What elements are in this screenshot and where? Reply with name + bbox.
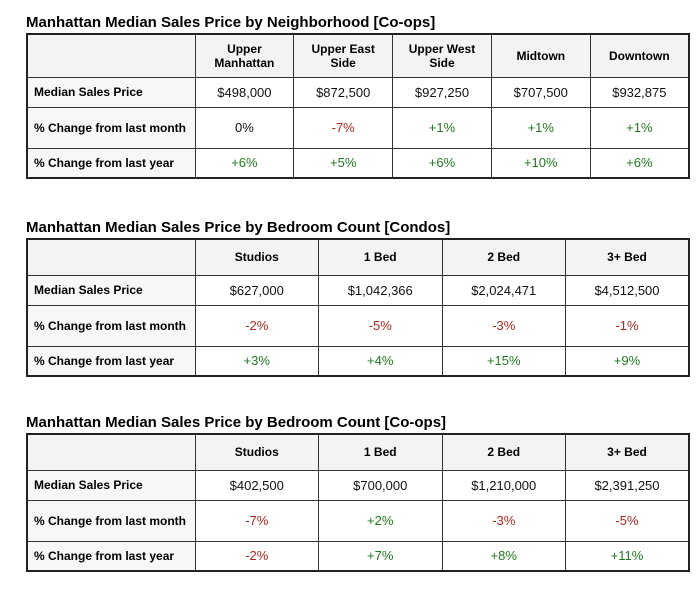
row-label: % Change from last year <box>26 345 196 377</box>
table-row: % Change from last month -7% +2% -3% -5% <box>26 499 690 542</box>
header-row: Studios 1 Bed 2 Bed 3+ Bed <box>26 433 690 471</box>
table-row: % Change from last month -2% -5% -3% -1% <box>26 304 690 347</box>
value-cell: -2% <box>194 540 319 572</box>
table-row: Median Sales Price $498,000 $872,500 $92… <box>26 76 690 108</box>
table-row: % Change from last year +3% +4% +15% +9% <box>26 345 690 377</box>
neighborhood-coops-table: Upper Manhattan Upper East Side Upper We… <box>26 33 690 179</box>
column-header: Upper East Side <box>293 33 394 78</box>
table-row: % Change from last year +6% +5% +6% +10%… <box>26 147 690 179</box>
value-cell: +5% <box>293 147 394 179</box>
table-row: Median Sales Price $627,000 $1,042,366 $… <box>26 274 690 306</box>
corner-cell <box>26 433 196 471</box>
corner-cell <box>26 238 196 276</box>
value-cell: +6% <box>589 147 690 179</box>
value-cell: -2% <box>194 304 319 347</box>
column-header: 2 Bed <box>441 433 566 471</box>
table-row: % Change from last month 0% -7% +1% +1% … <box>26 106 690 149</box>
value-cell: $402,500 <box>194 469 319 501</box>
column-header: 1 Bed <box>318 238 443 276</box>
value-cell: -3% <box>441 499 566 542</box>
column-header: 1 Bed <box>318 433 443 471</box>
value-cell: +9% <box>565 345 690 377</box>
value-cell: +1% <box>490 106 591 149</box>
value-cell: -7% <box>293 106 394 149</box>
value-cell: +8% <box>441 540 566 572</box>
column-header: Upper Manhattan <box>194 33 295 78</box>
value-cell: -7% <box>194 499 319 542</box>
value-cell: $707,500 <box>490 76 591 108</box>
value-cell: $2,391,250 <box>565 469 690 501</box>
value-cell: +7% <box>318 540 443 572</box>
value-cell: +1% <box>589 106 690 149</box>
value-cell: $932,875 <box>589 76 690 108</box>
table-title: Manhattan Median Sales Price by Neighbor… <box>26 14 436 31</box>
column-header: 3+ Bed <box>565 238 690 276</box>
row-label: % Change from last year <box>26 147 196 179</box>
value-cell: 0% <box>194 106 295 149</box>
column-header: Midtown <box>490 33 591 78</box>
value-cell: +2% <box>318 499 443 542</box>
value-cell: $498,000 <box>194 76 295 108</box>
row-label: Median Sales Price <box>26 469 196 501</box>
value-cell: +15% <box>441 345 566 377</box>
row-label: % Change from last year <box>26 540 196 572</box>
column-header: 2 Bed <box>441 238 566 276</box>
row-label: % Change from last month <box>26 106 196 149</box>
value-cell: $872,500 <box>293 76 394 108</box>
table-row: Median Sales Price $402,500 $700,000 $1,… <box>26 469 690 501</box>
value-cell: +3% <box>194 345 319 377</box>
bedroom-coops-table: Studios 1 Bed 2 Bed 3+ Bed Median Sales … <box>26 433 690 572</box>
value-cell: $927,250 <box>392 76 492 108</box>
column-header: Upper West Side <box>392 33 492 78</box>
value-cell: -1% <box>565 304 690 347</box>
column-header: Studios <box>194 433 319 471</box>
header-row: Upper Manhattan Upper East Side Upper We… <box>26 33 690 78</box>
value-cell: -5% <box>565 499 690 542</box>
value-cell: $1,210,000 <box>441 469 566 501</box>
value-cell: +10% <box>490 147 591 179</box>
row-label: % Change from last month <box>26 499 196 542</box>
table-title: Manhattan Median Sales Price by Bedroom … <box>26 219 451 236</box>
corner-cell <box>26 33 196 78</box>
value-cell: $1,042,366 <box>318 274 443 306</box>
value-cell: +11% <box>565 540 690 572</box>
bedroom-condos-table: Studios 1 Bed 2 Bed 3+ Bed Median Sales … <box>26 238 690 377</box>
value-cell: $2,024,471 <box>441 274 566 306</box>
value-cell: $700,000 <box>318 469 443 501</box>
bedroom-coops-section: Manhattan Median Sales Price by Bedroom … <box>26 413 690 572</box>
value-cell: -3% <box>441 304 566 347</box>
value-cell: $627,000 <box>194 274 319 306</box>
row-label: Median Sales Price <box>26 76 196 108</box>
table-title: Manhattan Median Sales Price by Bedroom … <box>26 414 447 431</box>
row-label: Median Sales Price <box>26 274 196 306</box>
row-label: % Change from last month <box>26 304 196 347</box>
column-header: Downtown <box>589 33 690 78</box>
column-header: 3+ Bed <box>565 433 690 471</box>
header-row: Studios 1 Bed 2 Bed 3+ Bed <box>26 238 690 276</box>
value-cell: +1% <box>392 106 492 149</box>
value-cell: -5% <box>318 304 443 347</box>
column-header: Studios <box>194 238 319 276</box>
value-cell: +4% <box>318 345 443 377</box>
bedroom-condos-section: Manhattan Median Sales Price by Bedroom … <box>26 218 690 377</box>
value-cell: $4,512,500 <box>565 274 690 306</box>
value-cell: +6% <box>194 147 295 179</box>
table-row: % Change from last year -2% +7% +8% +11% <box>26 540 690 572</box>
value-cell: +6% <box>392 147 492 179</box>
neighborhood-coops-section: Manhattan Median Sales Price by Neighbor… <box>26 13 690 179</box>
